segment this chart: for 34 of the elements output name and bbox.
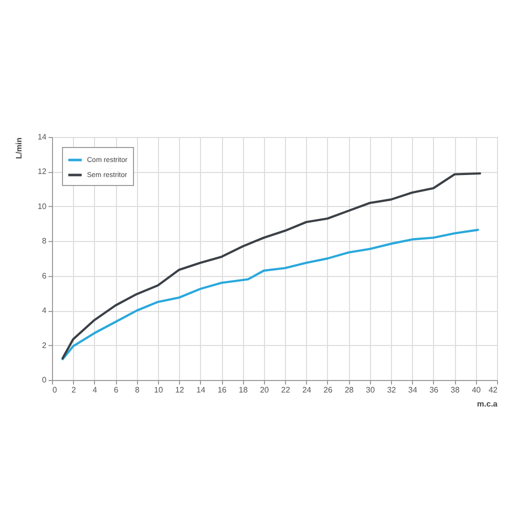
line-series [61,172,482,360]
x-tick-label: 4 [92,386,98,394]
x-tick-label: 2 [71,386,76,394]
x-tick-label: 6 [114,386,119,394]
x-axis-title: m.c.a [477,400,498,408]
y-axis-title: L/min [14,137,24,159]
x-tick-label: 14 [196,386,206,394]
x-tick-label: 24 [302,386,312,394]
x-tick-label: 30 [366,386,376,394]
y-tick-label: 8 [42,236,48,246]
x-tick-label: 36 [429,386,439,394]
x-tick-label: 22 [281,386,291,394]
y-tick-label: 14 [38,132,48,142]
x-tick-label: 18 [238,386,248,394]
y-tick-label: 12 [38,167,48,176]
y-tick-label: 4 [42,306,48,316]
x-tick-label: 40 [472,386,482,394]
y-tick-label: 6 [42,271,48,280]
x-tick-label: 34 [408,386,418,394]
x-tick-label: 28 [344,386,354,394]
x-tick-label: 0 [52,386,58,394]
x-tick-label: 20 [260,386,270,394]
y-tick-label: 0 [42,376,48,384]
x-tick-label: 8 [135,386,140,394]
x-tick-label: 42 [488,386,498,394]
y-tick-label: 10 [38,202,48,211]
x-tick-label: 12 [175,386,185,394]
x-tick-label: 32 [387,386,397,394]
x-tick-label: 16 [218,386,228,394]
x-tick-label: 38 [450,386,460,394]
line-series [61,228,480,360]
y-tick-label: 2 [42,340,48,350]
x-tick-label: 26 [324,386,333,394]
x-tick-label: 10 [154,386,164,394]
